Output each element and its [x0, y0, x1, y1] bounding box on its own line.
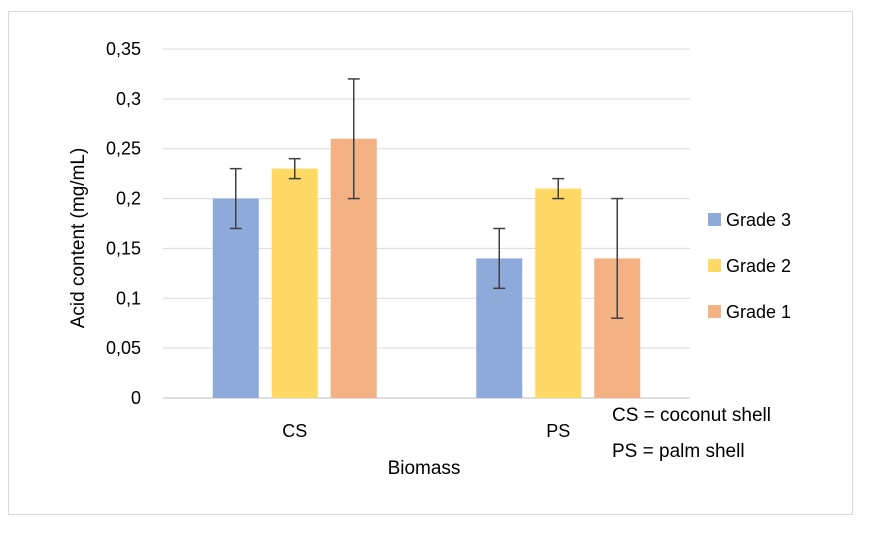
y-axis-label: Acid content (mg/mL): [68, 148, 89, 329]
y-tick-label: 0,25: [106, 139, 141, 159]
y-tick-label: 0: [131, 388, 141, 408]
legend-swatch: [708, 259, 721, 272]
legend-label: Grade 2: [726, 256, 791, 276]
y-tick-label: 0,15: [106, 238, 141, 258]
bar-grade-3-cs: [212, 198, 259, 398]
x-tick-label: CS: [282, 421, 307, 441]
bar-grade-2-cs: [271, 168, 318, 398]
annotation-ps: PS = palm shell: [612, 441, 745, 462]
y-tick-labels: 0 0,05 0,1 0,15 0,2 0,25 0,3 0,35: [106, 39, 141, 408]
x-tick-labels: CS PS: [282, 421, 570, 441]
annotation-cs: CS = coconut shell: [612, 405, 771, 426]
y-tick-label: 0,2: [116, 189, 141, 209]
legend: Grade 3 Grade 2 Grade 1: [708, 210, 791, 322]
y-tick-label: 0,35: [106, 39, 141, 59]
y-tick-label: 0,3: [116, 89, 141, 109]
legend-label: Grade 1: [726, 302, 791, 322]
legend-swatch: [708, 213, 721, 226]
legend-swatch: [708, 305, 721, 318]
bars: [212, 138, 641, 398]
legend-label: Grade 3: [726, 210, 791, 230]
x-tick-label: PS: [546, 421, 570, 441]
y-tick-label: 0,05: [106, 338, 141, 358]
x-axis-label: Biomass: [388, 458, 461, 479]
error-bars: [229, 78, 624, 319]
bar-grade-2-ps: [535, 188, 582, 398]
y-tick-label: 0,1: [116, 288, 141, 308]
